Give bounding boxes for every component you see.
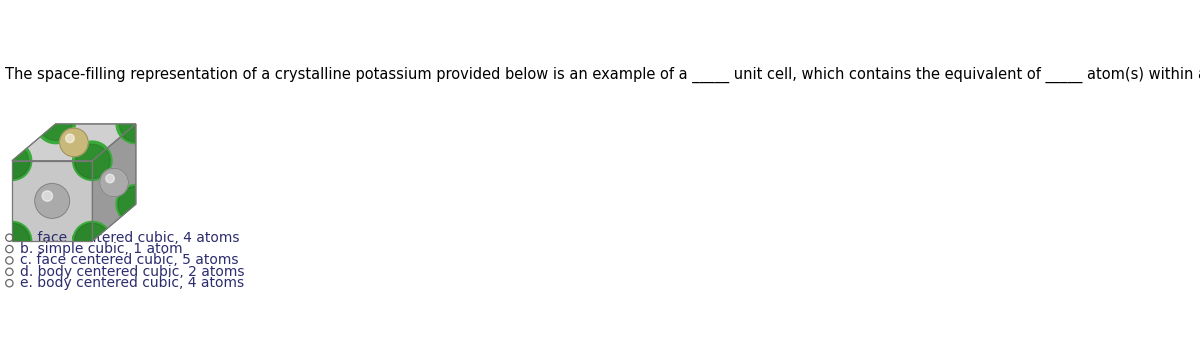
Circle shape — [73, 141, 112, 180]
Circle shape — [73, 221, 112, 261]
Polygon shape — [92, 124, 136, 241]
Circle shape — [106, 174, 114, 183]
Text: b. simple cubic, 1 atom: b. simple cubic, 1 atom — [20, 242, 182, 256]
Circle shape — [42, 191, 53, 201]
Circle shape — [66, 134, 74, 143]
Circle shape — [73, 141, 112, 180]
Circle shape — [0, 143, 30, 179]
Circle shape — [118, 186, 154, 222]
Circle shape — [35, 183, 70, 218]
Polygon shape — [12, 161, 92, 241]
Text: a. face centered cubic, 4 atoms: a. face centered cubic, 4 atoms — [20, 231, 240, 245]
Circle shape — [118, 106, 154, 142]
Circle shape — [73, 221, 112, 261]
Circle shape — [74, 223, 110, 259]
Circle shape — [0, 144, 29, 177]
Polygon shape — [12, 124, 136, 161]
Circle shape — [76, 144, 109, 177]
Polygon shape — [12, 161, 92, 241]
Polygon shape — [12, 124, 136, 161]
Circle shape — [116, 184, 156, 224]
Circle shape — [0, 141, 31, 180]
Circle shape — [74, 143, 110, 179]
Circle shape — [116, 104, 156, 144]
Circle shape — [100, 168, 128, 197]
Circle shape — [74, 143, 110, 179]
Text: The space-filling representation of a crystalline potassium provided below is an: The space-filling representation of a cr… — [5, 66, 1200, 83]
Circle shape — [119, 108, 152, 140]
Text: d. body centered cubic, 2 atoms: d. body centered cubic, 2 atoms — [20, 265, 245, 279]
Polygon shape — [92, 124, 136, 241]
Circle shape — [40, 108, 72, 140]
Circle shape — [0, 221, 31, 261]
Circle shape — [0, 141, 31, 180]
Circle shape — [0, 223, 30, 259]
Circle shape — [36, 104, 76, 144]
Circle shape — [116, 104, 156, 144]
Circle shape — [60, 128, 88, 157]
Circle shape — [74, 223, 110, 259]
Text: e. body centered cubic, 4 atoms: e. body centered cubic, 4 atoms — [20, 276, 244, 290]
Text: c. face centered cubic, 5 atoms: c. face centered cubic, 5 atoms — [20, 253, 239, 268]
Circle shape — [73, 141, 112, 180]
